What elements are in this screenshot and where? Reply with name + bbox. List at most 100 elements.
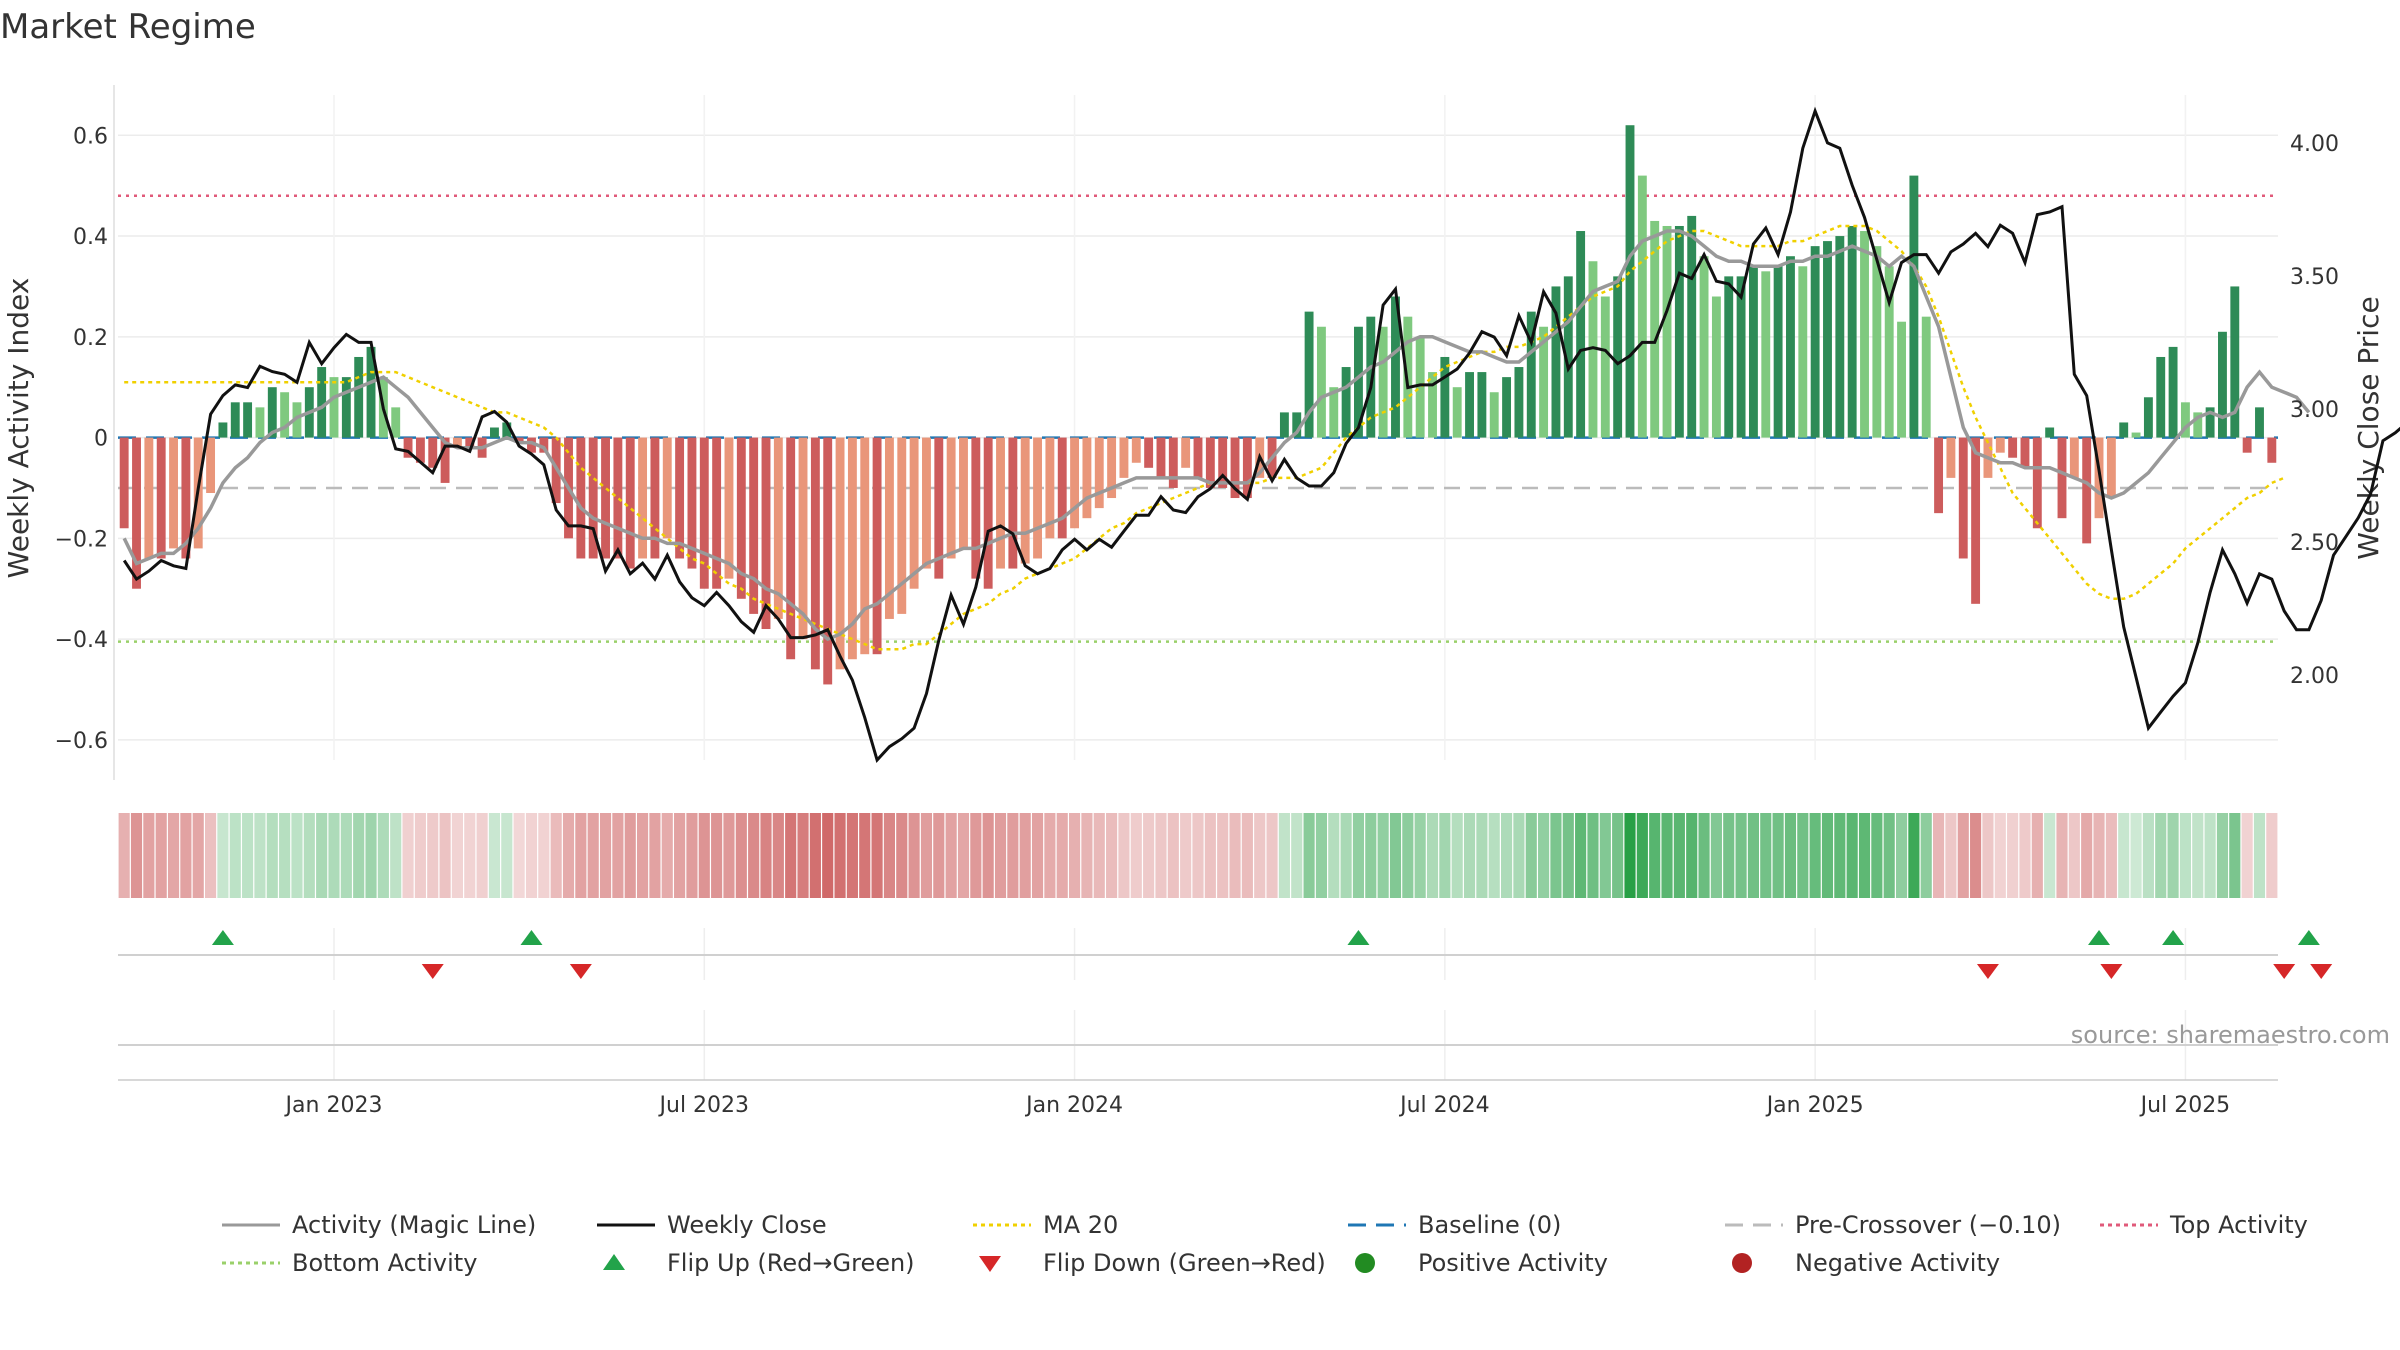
- strip-cell: [1377, 813, 1389, 898]
- activity-bar: [132, 437, 141, 589]
- y-tick-label: 0.6: [73, 124, 108, 149]
- legend-label: Flip Up (Red→Green): [667, 1249, 915, 1277]
- strip-cell: [464, 813, 476, 898]
- strip-cell: [785, 813, 797, 898]
- y-tick-label: −0.4: [55, 628, 108, 653]
- activity-bar: [1230, 437, 1240, 499]
- activity-bar: [1033, 437, 1042, 559]
- activity-bar: [1144, 437, 1154, 468]
- activity-bar: [2032, 437, 2042, 529]
- strip-cell: [1069, 813, 1081, 898]
- activity-bar: [169, 437, 178, 549]
- strip-cell: [1303, 813, 1315, 898]
- strip-cell: [1328, 813, 1340, 898]
- legend-label: Bottom Activity: [292, 1249, 477, 1277]
- activity-bar: [292, 402, 302, 438]
- activity-bar: [835, 437, 845, 670]
- activity-bar: [872, 437, 882, 655]
- activity-bar: [428, 437, 438, 468]
- activity-bar: [1489, 392, 1499, 438]
- strip-cell: [945, 813, 957, 898]
- strip-cell: [1019, 813, 1031, 898]
- flip-down-marker: [2310, 964, 2333, 979]
- y2-tick-label: 3.50: [2290, 265, 2339, 290]
- strip-cell: [427, 813, 439, 898]
- activity-bar: [847, 437, 857, 660]
- strip-cell: [846, 813, 858, 898]
- activity-bar: [1526, 311, 1536, 438]
- legend-label: Top Activity: [2169, 1211, 2308, 1239]
- flip-down-marker: [2100, 964, 2123, 979]
- activity-bar: [2143, 397, 2153, 438]
- activity-bar: [884, 437, 894, 619]
- activity-bar: [946, 437, 956, 559]
- flip-up-marker: [520, 930, 543, 945]
- strip-cell: [1933, 813, 1945, 898]
- strip-cell: [908, 813, 920, 898]
- strip-cell: [1612, 813, 1624, 898]
- activity-bar: [1736, 276, 1746, 438]
- strip-cell: [439, 813, 451, 898]
- strip-cell: [661, 813, 673, 898]
- activity-bar: [712, 437, 722, 589]
- strip-cell: [1266, 813, 1278, 898]
- strip-cell: [698, 813, 710, 898]
- strip-cell: [513, 813, 525, 898]
- strip-cell: [599, 813, 612, 898]
- activity-bar: [1613, 276, 1623, 438]
- activity-bar: [255, 407, 265, 438]
- activity-bar: [1995, 437, 2005, 453]
- y2-tick-label: 4.00: [2290, 132, 2339, 157]
- activity-bar: [1921, 316, 1931, 438]
- activity-bar: [1637, 175, 1647, 438]
- legend: Activity (Magic Line) Weekly Close MA 20 Ba…: [222, 1211, 2308, 1277]
- strip-cell: [748, 813, 760, 898]
- activity-bar: [230, 402, 240, 438]
- strip-cell: [859, 813, 871, 898]
- strip-cell: [1920, 813, 1932, 898]
- activity-bar: [909, 437, 919, 589]
- activity-bar: [1316, 326, 1326, 438]
- activity-bar: [1662, 225, 1672, 438]
- strip-cell: [1747, 813, 1759, 898]
- activity-bar: [1329, 387, 1339, 438]
- strip-cell: [871, 813, 883, 898]
- strip-cell: [2155, 813, 2167, 898]
- activity-bar: [897, 437, 907, 614]
- strip-cell: [1945, 813, 1957, 898]
- activity-bar: [1971, 437, 1981, 604]
- strip-cell: [1599, 813, 1611, 898]
- strip-cell: [1587, 813, 1599, 898]
- ma20-line: [124, 224, 2285, 651]
- y-axis-label: Weekly Activity Index: [2, 278, 35, 579]
- activity-bar: [2106, 437, 2116, 499]
- activity-bar: [687, 437, 697, 569]
- strip-cell: [970, 813, 982, 898]
- strip-cell: [723, 813, 735, 898]
- activity-bar: [2057, 437, 2067, 519]
- strip-cell: [1673, 813, 1685, 898]
- activity-bar: [354, 356, 364, 438]
- activity-bar: [1156, 437, 1166, 478]
- strip-cell: [1241, 813, 1253, 898]
- y2-tick-label: 2.00: [2290, 664, 2339, 689]
- strip-cell: [488, 813, 501, 898]
- activity-bar: [2082, 437, 2092, 544]
- strip-cell: [1365, 813, 1377, 898]
- strip-cell: [2142, 813, 2154, 898]
- strip-cell: [1180, 813, 1192, 898]
- activity-bar: [243, 402, 253, 438]
- activity-bar: [638, 437, 648, 559]
- strip-cell: [1513, 813, 1525, 898]
- strip-cell: [242, 813, 254, 898]
- strip-cell: [735, 813, 747, 898]
- strip-cell: [1871, 813, 1883, 898]
- x-tick-label: Jan 2025: [1765, 1093, 1864, 1118]
- strip-cell: [130, 813, 143, 898]
- activity-bar: [366, 346, 376, 438]
- strip-cell: [1883, 813, 1895, 898]
- strip-cell: [1389, 813, 1402, 898]
- activity-bar: [144, 437, 154, 559]
- x-tick-label: Jan 2023: [284, 1093, 383, 1118]
- activity-bar: [613, 437, 623, 559]
